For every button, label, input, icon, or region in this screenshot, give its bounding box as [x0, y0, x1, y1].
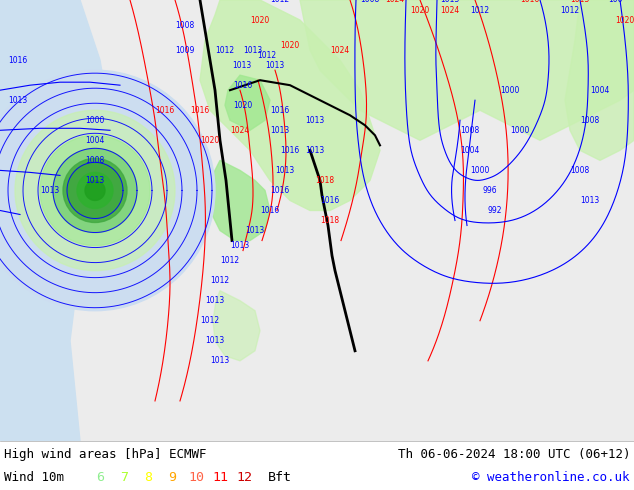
- Text: 1013: 1013: [275, 166, 295, 175]
- Circle shape: [67, 162, 123, 219]
- Text: 1020: 1020: [200, 136, 219, 145]
- Circle shape: [77, 172, 113, 208]
- Text: 1013: 1013: [245, 226, 264, 235]
- Circle shape: [53, 148, 137, 233]
- Polygon shape: [225, 75, 270, 130]
- Text: 1008: 1008: [360, 0, 380, 4]
- Text: 7: 7: [120, 470, 128, 484]
- Circle shape: [15, 110, 175, 270]
- Text: 1016: 1016: [280, 146, 300, 155]
- Text: 1016: 1016: [320, 196, 340, 205]
- Text: 1016: 1016: [233, 81, 252, 90]
- Text: 1024: 1024: [441, 5, 460, 15]
- Text: 1016: 1016: [190, 106, 210, 115]
- Polygon shape: [200, 0, 380, 211]
- Polygon shape: [300, 0, 634, 140]
- Text: 1016: 1016: [261, 206, 280, 215]
- Text: 1013: 1013: [306, 116, 325, 125]
- Text: 1016: 1016: [155, 106, 174, 115]
- Circle shape: [40, 135, 150, 245]
- Text: 1012: 1012: [216, 46, 235, 54]
- Text: 1013: 1013: [205, 296, 224, 305]
- Text: Th 06-06-2024 18:00 UTC (06+12): Th 06-06-2024 18:00 UTC (06+12): [398, 447, 630, 461]
- Text: 1000: 1000: [86, 116, 105, 125]
- Text: 1000: 1000: [500, 86, 520, 95]
- Text: 1020: 1020: [250, 16, 269, 24]
- Text: 996: 996: [482, 186, 497, 195]
- Polygon shape: [0, 0, 634, 441]
- Text: 1000: 1000: [470, 166, 489, 175]
- Polygon shape: [565, 0, 634, 160]
- Text: 11: 11: [212, 470, 228, 484]
- Text: 8: 8: [144, 470, 152, 484]
- Text: 1013: 1013: [306, 146, 325, 155]
- Text: 10: 10: [188, 470, 204, 484]
- Text: © weatheronline.co.uk: © weatheronline.co.uk: [472, 470, 630, 484]
- Text: 1020: 1020: [280, 41, 300, 49]
- Text: Wind 10m: Wind 10m: [4, 470, 64, 484]
- Text: 1013: 1013: [270, 126, 290, 135]
- Text: 9: 9: [168, 470, 176, 484]
- Text: 100: 100: [608, 0, 622, 4]
- Text: 1012: 1012: [221, 256, 240, 265]
- Circle shape: [85, 180, 105, 200]
- Text: 6: 6: [96, 470, 104, 484]
- Text: 1016: 1016: [521, 0, 540, 4]
- Text: 1013: 1013: [8, 96, 28, 105]
- Text: 1013: 1013: [571, 0, 590, 4]
- Text: 1016: 1016: [270, 186, 290, 195]
- Text: 1020: 1020: [410, 5, 430, 15]
- Text: 1012: 1012: [210, 276, 230, 285]
- Polygon shape: [0, 0, 160, 441]
- Text: 1012: 1012: [200, 316, 219, 325]
- Text: 1016: 1016: [8, 56, 28, 65]
- Text: 1024: 1024: [385, 0, 404, 4]
- Text: High wind areas [hPa] ECMWF: High wind areas [hPa] ECMWF: [4, 447, 207, 461]
- Polygon shape: [0, 0, 110, 441]
- Text: 1008: 1008: [460, 126, 480, 135]
- Text: 1018: 1018: [316, 176, 335, 185]
- Text: 1013: 1013: [230, 241, 250, 250]
- Text: 1012: 1012: [257, 50, 276, 60]
- Circle shape: [0, 70, 215, 311]
- Text: 1004: 1004: [590, 86, 610, 95]
- Polygon shape: [210, 160, 270, 241]
- Text: 1004: 1004: [460, 146, 480, 155]
- Text: 1012: 1012: [560, 5, 579, 15]
- Text: 992: 992: [488, 206, 502, 215]
- Text: 1000: 1000: [510, 126, 529, 135]
- Text: 1013: 1013: [233, 61, 252, 70]
- Text: 1024: 1024: [330, 46, 349, 54]
- Text: 1004: 1004: [86, 136, 105, 145]
- Text: 1013: 1013: [243, 46, 262, 54]
- Text: 1013: 1013: [205, 336, 224, 345]
- Text: 1008: 1008: [86, 156, 105, 165]
- Text: 1013: 1013: [441, 0, 460, 4]
- Text: 1008: 1008: [580, 116, 600, 125]
- Text: 1013: 1013: [41, 186, 60, 195]
- Text: 1008: 1008: [176, 21, 195, 29]
- Circle shape: [63, 158, 127, 222]
- Text: 1020: 1020: [616, 16, 634, 24]
- Polygon shape: [213, 291, 260, 361]
- Text: 1020: 1020: [233, 101, 252, 110]
- Text: 1018: 1018: [320, 216, 340, 225]
- Text: 1013: 1013: [266, 61, 285, 70]
- Text: Bft: Bft: [268, 470, 292, 484]
- Text: 1013: 1013: [210, 356, 230, 366]
- Text: 1013: 1013: [580, 196, 600, 205]
- Text: 1016: 1016: [270, 106, 290, 115]
- Text: 1024: 1024: [230, 126, 250, 135]
- Text: 1012: 1012: [470, 5, 489, 15]
- Text: 1012: 1012: [271, 0, 290, 4]
- Text: 1013: 1013: [86, 176, 105, 185]
- Text: 1009: 1009: [176, 46, 195, 54]
- Text: 12: 12: [236, 470, 252, 484]
- Text: 1008: 1008: [571, 166, 590, 175]
